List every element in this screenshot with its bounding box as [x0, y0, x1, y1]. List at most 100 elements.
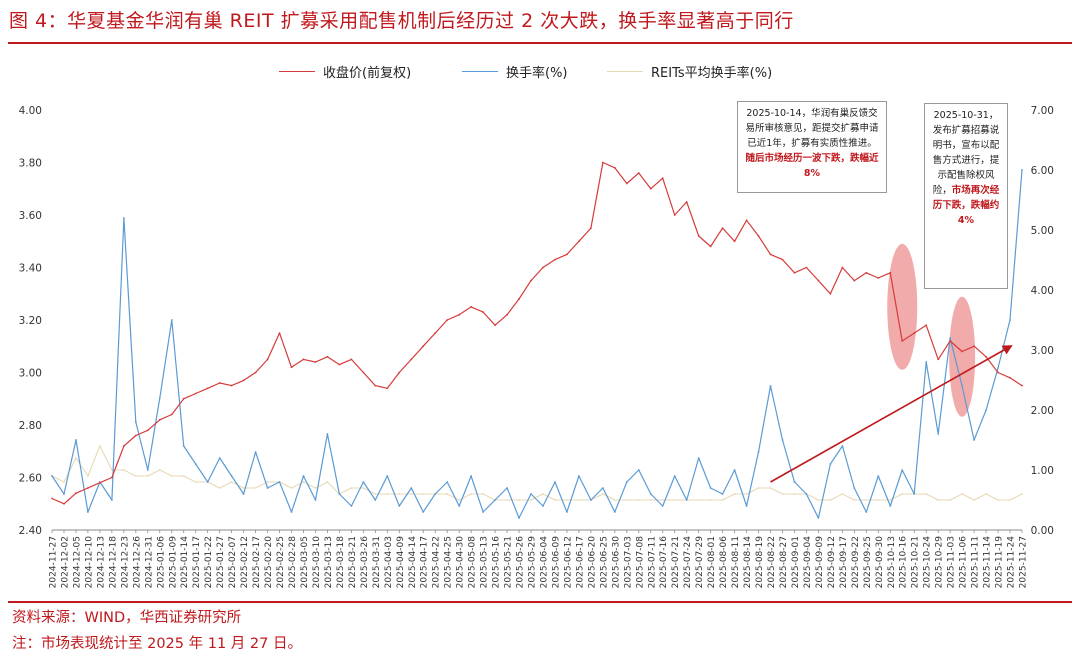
- turnover-point: [602, 487, 604, 489]
- price-point: [374, 384, 377, 387]
- highlight-ellipse-1: [887, 243, 918, 370]
- x-tick-label: 2025-01-27: [216, 536, 226, 588]
- x-tick-label: 2025-06-12: [563, 536, 573, 588]
- x-tick-label: 2025-11-27: [1019, 536, 1029, 588]
- x-tick-label: 2025-05-16: [492, 536, 502, 589]
- turnover-point: [637, 469, 640, 471]
- price-point: [793, 271, 796, 274]
- price-point: [1021, 384, 1023, 387]
- source-text: 资料来源：WIND，华西证券研究所: [12, 610, 242, 626]
- y-left-tick-label: 3.80: [19, 158, 42, 170]
- y-left-tick-label: 2.80: [19, 420, 42, 432]
- x-tick-label: 2025-11-24: [1007, 536, 1017, 589]
- turnover-point: [793, 481, 796, 483]
- turnover-point: [937, 433, 940, 435]
- x-tick-label: 2025-03-10: [312, 536, 322, 589]
- reits-avg-point: [123, 469, 125, 471]
- turnover-point: [997, 367, 999, 369]
- x-tick-label: 2025-08-19: [755, 536, 765, 589]
- x-tick-label: 2025-03-26: [360, 536, 370, 589]
- reits-avg-point: [745, 493, 748, 495]
- turnover-point: [781, 439, 784, 441]
- reits-avg-point: [949, 499, 951, 501]
- price-point: [386, 387, 389, 390]
- x-tick-label: 2025-07-03: [623, 536, 633, 588]
- price-series: [51, 161, 1023, 505]
- reits-avg-point: [925, 493, 928, 495]
- x-tick-label: 2025-11-19: [995, 536, 1005, 589]
- x-tick-label: 2025-05-13: [480, 536, 490, 588]
- price-point: [865, 271, 868, 274]
- price-point: [530, 279, 532, 282]
- turnover-point: [470, 475, 472, 477]
- reits-avg-point: [254, 487, 257, 489]
- x-tick-label: 2025-09-04: [803, 536, 813, 589]
- legend-item-reits: REITs平均换手率(%): [607, 62, 772, 81]
- turnover-point: [853, 487, 856, 489]
- price-point: [985, 355, 987, 358]
- x-tick-label: 2025-07-16: [659, 536, 669, 589]
- x-tick-label: 2025-03-21: [348, 536, 358, 588]
- x-tick-label: 2025-01-06: [156, 536, 166, 589]
- turnover-point: [901, 469, 904, 471]
- reits-avg-point: [757, 487, 760, 489]
- y-left-tick-label: 4.00: [19, 105, 42, 117]
- x-tick-label: 2025-08-01: [707, 536, 717, 588]
- annotation-2-highlight: 市场再次经历下跌，跌幅约4%: [932, 185, 1000, 226]
- reits-avg-point: [1021, 493, 1023, 495]
- turnover-point: [697, 457, 700, 459]
- price-point: [134, 434, 137, 437]
- reits-avg-point: [470, 493, 472, 495]
- reits-avg-point: [218, 487, 221, 489]
- turnover-line: [51, 169, 1023, 519]
- x-tick-label: 2025-02-28: [288, 536, 298, 589]
- y-right-tick-label: 1.00: [1031, 465, 1054, 477]
- y-left-tick-label: 3.20: [19, 315, 42, 327]
- turnover-point: [266, 487, 269, 489]
- turnover-point: [1009, 319, 1011, 321]
- price-point: [901, 340, 904, 342]
- turnover-point: [877, 475, 880, 477]
- reits-avg-point: [961, 493, 963, 495]
- reits-avg-point: [422, 493, 425, 495]
- x-tick-label: 2024-11-27: [49, 536, 59, 588]
- price-point: [877, 277, 880, 279]
- turnover-point: [733, 469, 736, 471]
- turnover-point: [218, 457, 221, 459]
- legend-label-turnover: 换手率(%): [506, 66, 568, 81]
- reits-avg-point: [530, 499, 532, 501]
- turnover-point: [314, 499, 317, 501]
- price-point: [170, 413, 173, 416]
- x-tick-label: 2025-10-21: [911, 536, 921, 588]
- turnover-point: [338, 493, 341, 495]
- price-point: [1009, 376, 1011, 379]
- y-left-tick-label: 3.00: [19, 368, 42, 380]
- x-tick-label: 2025-04-25: [444, 536, 454, 588]
- x-tick-label: 2025-04-09: [396, 536, 406, 589]
- annotation-1-text: 2025-10-14，华润有巢反馈交易所审核意见，距提交扩募申请已近1年，扩募有…: [745, 108, 879, 149]
- reits-avg-point: [182, 475, 185, 477]
- reits-avg-point: [398, 493, 401, 495]
- turnover-point: [206, 481, 209, 483]
- turnover-point: [446, 481, 449, 483]
- price-point: [578, 240, 580, 243]
- y-right-tick-label: 5.00: [1031, 225, 1054, 237]
- x-tick-label: 2024-12-13: [96, 536, 106, 588]
- reits-avg-point: [554, 499, 556, 501]
- trend-arrow: [770, 345, 1013, 483]
- x-tick-label: 2025-08-22: [767, 536, 777, 588]
- y-right-tick-label: 3.00: [1031, 345, 1054, 357]
- price-point: [362, 371, 365, 374]
- x-tick-label: 2025-09-22: [851, 536, 861, 588]
- price-point: [590, 227, 592, 230]
- x-tick-label: 2025-03-05: [300, 536, 310, 588]
- turnover-point: [146, 469, 149, 471]
- x-tick-label: 2025-06-25: [599, 536, 609, 588]
- turnover-point: [111, 499, 113, 501]
- x-tick-label: 2025-04-14: [408, 536, 418, 589]
- legend-label-price: 收盘价(前复权): [323, 66, 412, 81]
- x-tick-label: 2025-07-24: [683, 536, 693, 589]
- trend-arrow-head: [1001, 345, 1013, 355]
- price-point: [278, 332, 281, 334]
- turnover-point: [649, 493, 652, 495]
